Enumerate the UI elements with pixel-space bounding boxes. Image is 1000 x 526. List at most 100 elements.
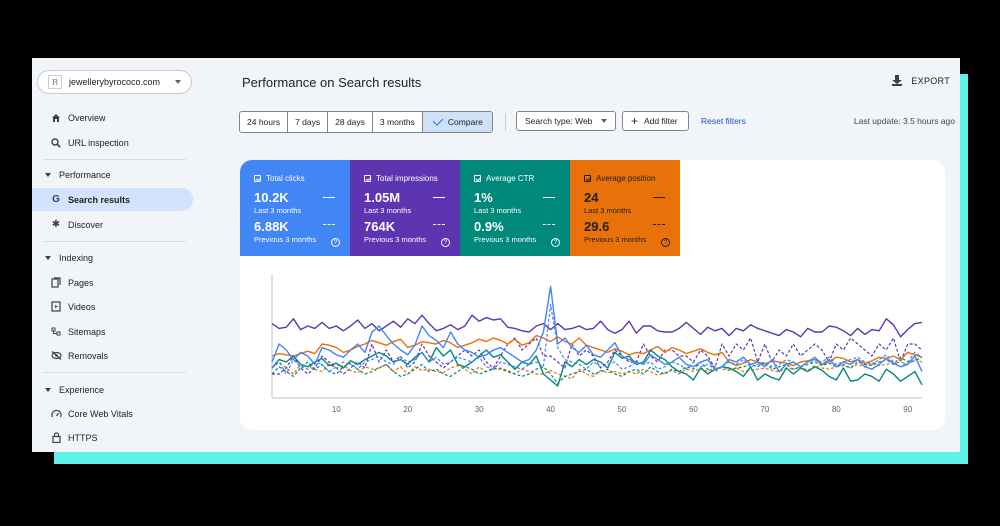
asterisk-icon: ✱ — [51, 219, 61, 230]
sidebar-item-removals[interactable]: Removals — [32, 344, 193, 367]
divider — [505, 113, 506, 131]
sidebar-item-pages[interactable]: Pages — [32, 271, 193, 294]
metric-current-value: 1% — [474, 190, 493, 205]
metric-previous-value: 29.6 — [584, 219, 610, 234]
date-range-24-hours[interactable]: 24 hours — [240, 112, 289, 132]
checkbox-icon[interactable] — [254, 175, 261, 182]
sidebar-item-label: Core Web Vitals — [68, 408, 133, 419]
collapse-icon — [45, 388, 51, 392]
metric-tile-average-ctr[interactable]: Average CTR 1% Last 3 months 0.9% Previo… — [460, 160, 570, 256]
sidebar-section-indexing[interactable]: Indexing — [32, 248, 193, 268]
series-line-clicks-previous — [271, 303, 923, 375]
sidebar-item-core-web-vitals[interactable]: Core Web Vitals — [32, 402, 193, 425]
help-icon[interactable]: ? — [661, 238, 670, 247]
sidebar-section-performance[interactable]: Performance — [32, 165, 193, 185]
metric-previous-value: 0.9% — [474, 219, 504, 234]
sidebar-item-overview[interactable]: Overview — [32, 106, 193, 129]
metric-current-value: 1.05M — [364, 190, 401, 205]
x-tick-label: 60 — [689, 405, 698, 414]
metric-current-value: 10.2K — [254, 190, 289, 205]
help-icon[interactable]: ? — [441, 238, 450, 247]
sidebar: R jewellerybyrococo.com Overview URL ins… — [32, 58, 194, 452]
date-range-7-days[interactable]: 7 days — [288, 112, 329, 132]
section-label: Experience — [59, 385, 105, 395]
section-label: Performance — [59, 170, 111, 180]
x-tick-label: 70 — [760, 405, 769, 414]
google-g-icon: G — [52, 194, 60, 205]
property-logo: R — [48, 75, 62, 89]
metric-current-period: Last 3 months — [584, 206, 632, 215]
search-type-dropdown[interactable]: Search type: Web — [516, 111, 616, 131]
metric-tile-total-impressions[interactable]: Total impressions 1.05M Last 3 months 76… — [350, 160, 460, 256]
divider — [43, 372, 186, 373]
x-tick-label: 30 — [475, 405, 484, 414]
sidebar-item-videos[interactable]: Videos — [32, 295, 193, 318]
metric-tile-total-clicks[interactable]: Total clicks 10.2K Last 3 months 6.88K P… — [240, 160, 350, 256]
metric-previous-period: Previous 3 months — [364, 235, 427, 244]
section-label: Indexing — [59, 253, 94, 263]
sidebar-item-sitemaps[interactable]: Sitemaps — [32, 320, 193, 343]
metric-previous-period: Previous 3 months — [584, 235, 647, 244]
dropdown-caret-icon — [175, 80, 181, 84]
metric-label: Total clicks — [266, 174, 305, 183]
add-filter-button[interactable]: + Add filter — [622, 111, 689, 131]
series-line-clicks-current — [271, 285, 923, 373]
x-tick-label: 90 — [903, 405, 912, 414]
metric-tile-average-position[interactable]: Average position 24 Last 3 months 29.6 P… — [570, 160, 680, 256]
solid-line-legend-icon — [653, 197, 665, 198]
search-console-window: R jewellerybyrococo.com Overview URL ins… — [32, 58, 960, 452]
reset-filters-link[interactable]: Reset filters — [701, 116, 746, 126]
dashed-line-legend-icon — [543, 224, 555, 225]
property-name: jewellerybyrococo.com — [69, 77, 161, 87]
sidebar-item-https[interactable]: HTTPS — [32, 426, 193, 449]
metric-previous-period: Previous 3 months — [254, 235, 317, 244]
sidebar-item-label: Search results — [68, 194, 131, 205]
series-line-impressions-previous — [272, 337, 923, 375]
add-filter-label: Add filter — [644, 116, 678, 126]
sidebar-section-experience[interactable]: Experience — [32, 380, 193, 400]
divider — [43, 241, 186, 242]
sidebar-item-label: Videos — [68, 301, 96, 312]
metric-previous-value: 6.88K — [254, 219, 289, 234]
eye-off-icon — [48, 351, 64, 360]
sidebar-item-url-inspection[interactable]: URL inspection — [32, 131, 193, 154]
compare-label: Compare — [447, 117, 483, 127]
dropdown-caret-icon — [601, 119, 607, 123]
x-tick-label: 80 — [832, 405, 841, 414]
metric-label: Total impressions — [376, 174, 438, 183]
checkbox-icon[interactable] — [474, 175, 481, 182]
search-icon — [48, 137, 64, 148]
metric-header: Average position — [584, 174, 655, 183]
video-page-icon — [48, 301, 64, 312]
series-line-ctr-current — [271, 346, 923, 387]
x-tick-label: 10 — [332, 405, 341, 414]
sitemap-icon — [48, 327, 64, 337]
search-type-label: Search type: Web — [525, 116, 593, 126]
sidebar-item-discover[interactable]: ✱ Discover — [32, 213, 193, 236]
sidebar-item-search-results[interactable]: G Search results — [32, 188, 193, 211]
sidebar-item-label: Pages — [68, 277, 94, 288]
series-line-position-current — [271, 334, 923, 367]
property-selector[interactable]: R jewellerybyrococo.com — [37, 70, 192, 94]
checkbox-icon[interactable] — [364, 175, 371, 182]
checkbox-icon[interactable] — [584, 175, 591, 182]
date-range-28-days[interactable]: 28 days — [328, 112, 373, 132]
dashed-line-legend-icon — [323, 224, 335, 225]
metric-header: Average CTR — [474, 174, 534, 183]
check-icon — [432, 115, 444, 126]
help-icon[interactable]: ? — [551, 238, 560, 247]
performance-line-chart: 10 20 30 40 50 60 70 80 90 — [271, 274, 923, 414]
export-button[interactable]: EXPORT — [892, 75, 950, 86]
date-range-compare[interactable]: Compare — [422, 112, 492, 132]
metric-label: Average CTR — [486, 174, 535, 183]
series-line-impressions-current — [271, 314, 923, 338]
collapse-icon — [45, 173, 51, 177]
sidebar-item-label: HTTPS — [68, 432, 98, 443]
metric-current-period: Last 3 months — [364, 206, 412, 215]
dashed-line-legend-icon — [653, 224, 665, 225]
help-icon[interactable]: ? — [331, 238, 340, 247]
sidebar-item-label: Overview — [68, 112, 106, 123]
date-range-3-months[interactable]: 3 months — [373, 112, 423, 132]
sidebar-item-label: Removals — [68, 350, 109, 361]
metric-header: Total clicks — [254, 174, 305, 183]
